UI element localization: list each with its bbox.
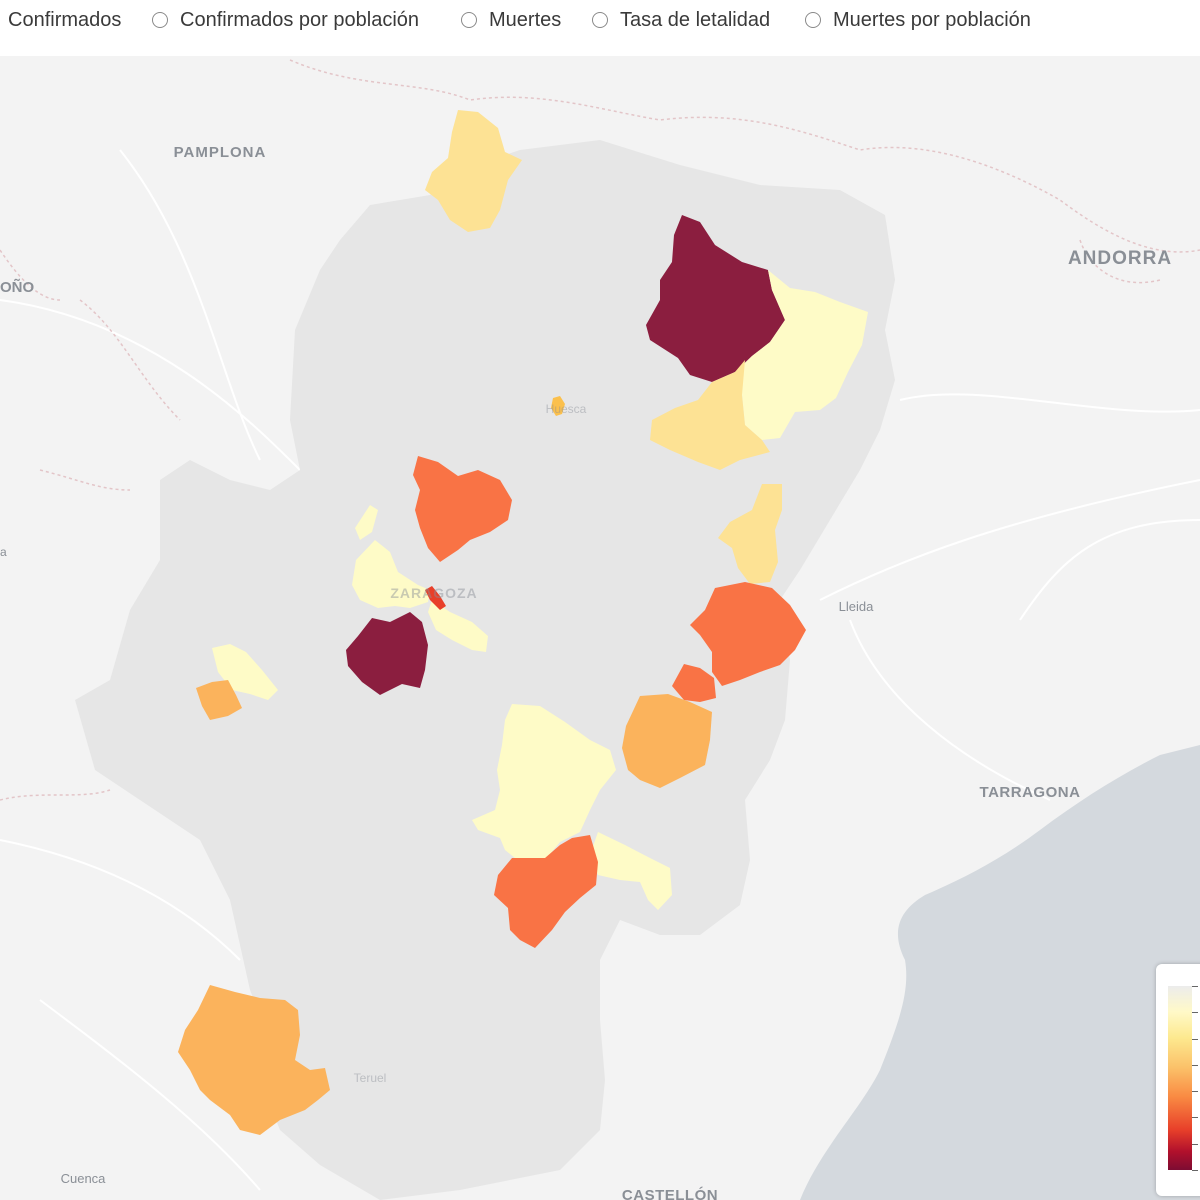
map-canvas[interactable]: PAMPLONA ANDORRA OÑO Lleida TARRAGONA Cu… xyxy=(0,56,1200,1200)
place-label-zaragoza: ZARAGOZA xyxy=(390,585,477,601)
place-label-teruel: Teruel xyxy=(354,1071,387,1085)
place-label-tarragona: TARRAGONA xyxy=(980,784,1081,801)
legend-tick xyxy=(1192,986,1198,987)
metric-label-muertes: Muertes xyxy=(489,8,562,31)
place-label-pamplona: PAMPLONA xyxy=(174,144,267,161)
municipality-area[interactable] xyxy=(346,612,428,695)
legend-tick xyxy=(1192,1144,1198,1145)
municipality-area[interactable] xyxy=(551,396,565,416)
metric-label-confirmados-por-poblacion: Confirmados por población xyxy=(180,8,420,31)
legend-tick xyxy=(1192,1039,1198,1040)
metric-selector: Confirmados Confirmados por población Mu… xyxy=(0,0,1200,52)
place-label-andorra: ANDORRA xyxy=(1068,248,1172,269)
place-label-cuenca: Cuenca xyxy=(61,1171,107,1186)
municipality-area[interactable] xyxy=(494,835,598,948)
municipality-area[interactable] xyxy=(425,586,446,610)
metric-label-muertes-por-poblacion: Muertes por población xyxy=(833,8,1031,31)
map-borders xyxy=(0,59,1200,801)
metric-option-muertes[interactable]: Muertes xyxy=(461,8,561,32)
place-label-logrono: OÑO xyxy=(0,278,35,296)
choropleth-map[interactable]: PAMPLONA ANDORRA OÑO Lleida TARRAGONA Cu… xyxy=(0,56,1200,1200)
municipality-area[interactable] xyxy=(622,694,712,788)
metric-option-muertes-por-poblacion[interactable]: Muertes por población xyxy=(805,8,1031,32)
municipality-area[interactable] xyxy=(738,270,868,440)
radio-button[interactable] xyxy=(592,12,608,28)
legend-color-scale xyxy=(1168,986,1192,1170)
municipality-area[interactable] xyxy=(590,832,672,910)
mediterranean-sea xyxy=(800,745,1200,1200)
municipality-area[interactable] xyxy=(413,456,512,562)
map-roads xyxy=(0,149,1200,1191)
metric-label-tasa-de-letalidad: Tasa de letalidad xyxy=(620,8,771,31)
metric-option-tasa-de-letalidad[interactable]: Tasa de letalidad xyxy=(592,8,770,32)
color-legend xyxy=(1156,964,1200,1196)
legend-tick xyxy=(1192,1117,1198,1118)
municipality-area[interactable] xyxy=(646,215,785,382)
municipality-area[interactable] xyxy=(650,360,770,470)
radio-button[interactable] xyxy=(461,12,477,28)
metric-option-confirmados-por-poblacion[interactable]: Confirmados por población xyxy=(152,8,419,32)
municipality-area[interactable] xyxy=(178,985,330,1135)
municipality-area[interactable] xyxy=(425,110,522,232)
municipality-area[interactable] xyxy=(690,582,806,686)
place-label-huesca: Huesca xyxy=(546,402,587,416)
municipality-area[interactable] xyxy=(355,505,378,540)
municipality-area[interactable] xyxy=(428,600,488,652)
municipality-area[interactable] xyxy=(672,664,716,702)
radio-button[interactable] xyxy=(805,12,821,28)
municipality-area[interactable] xyxy=(212,644,278,700)
municipality-area[interactable] xyxy=(352,540,430,608)
metric-option-confirmados[interactable]: Confirmados xyxy=(8,8,121,32)
municipality-area[interactable] xyxy=(196,680,242,720)
metric-label-confirmados: Confirmados xyxy=(8,8,122,31)
legend-tick xyxy=(1192,1012,1198,1013)
municipality-areas xyxy=(178,110,868,1135)
place-label-castellon: CASTELLÓN xyxy=(622,1186,718,1200)
legend-tick xyxy=(1192,1170,1198,1171)
legend-tick xyxy=(1192,1091,1198,1092)
place-label-lleida: Lleida xyxy=(839,599,874,614)
municipality-area[interactable] xyxy=(472,704,616,862)
place-label-left-edge: a xyxy=(0,545,7,559)
radio-button[interactable] xyxy=(152,12,168,28)
municipality-area[interactable] xyxy=(718,484,782,584)
legend-tick xyxy=(1192,1065,1198,1066)
place-labels: PAMPLONA ANDORRA OÑO Lleida TARRAGONA Cu… xyxy=(0,144,1172,1200)
